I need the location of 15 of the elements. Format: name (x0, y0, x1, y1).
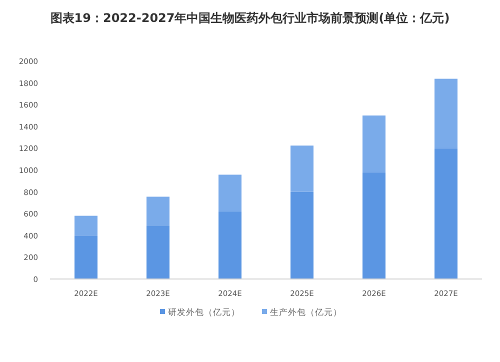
bar (362, 116, 386, 172)
bar (146, 226, 170, 279)
bar (362, 172, 386, 279)
legend-label: 生产外包（亿元） (270, 307, 342, 318)
bar (74, 216, 98, 236)
bar (434, 78, 458, 148)
bar (146, 196, 170, 226)
bar (434, 148, 458, 279)
chart-title: 图表19：2022-2027年中国生物医药外包行业市场前景预测(单位：亿元) (50, 11, 450, 25)
bar (290, 192, 314, 279)
bar (218, 174, 242, 212)
bar (290, 146, 314, 192)
bar (218, 211, 242, 279)
legend-label: 研发外包（亿元） (168, 307, 240, 318)
bar (74, 236, 98, 279)
